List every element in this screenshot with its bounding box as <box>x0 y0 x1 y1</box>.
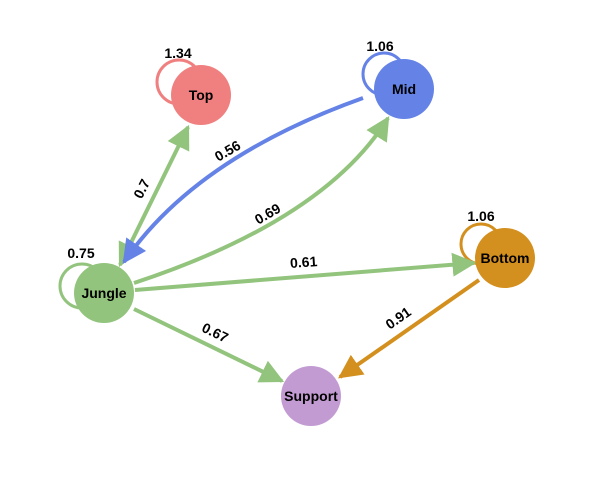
edge-jungle-bottom <box>134 252 477 292</box>
edge-jungle-support <box>133 307 285 383</box>
edge-jungle-top <box>118 124 190 268</box>
edge-label-top-top: 1.34 <box>164 45 191 61</box>
edges <box>118 96 481 383</box>
edge-label-jungle-jungle: 0.75 <box>67 245 94 261</box>
node-mid-circle <box>374 59 434 119</box>
edge-bottom-support <box>338 278 481 379</box>
node-bottom-label: Bottom <box>481 250 530 266</box>
edge-label-mid-jungle: 0.56 <box>212 137 244 165</box>
edge-label-jungle-mid: 0.69 <box>252 200 284 228</box>
edge-label-bottom-bottom: 1.06 <box>467 208 494 224</box>
node-top-label: Top <box>189 87 214 103</box>
edge-mid-jungle <box>122 96 364 264</box>
node-top[interactable]: Top <box>171 65 231 125</box>
node-support-label: Support <box>284 388 338 404</box>
edge-label-jungle-top: 0.7 <box>130 176 153 201</box>
node-jungle-label: Jungle <box>81 285 126 301</box>
node-support[interactable]: Support <box>281 366 341 426</box>
node-support-circle <box>281 366 341 426</box>
node-top-circle <box>171 65 231 125</box>
node-jungle-circle <box>74 263 134 323</box>
node-mid[interactable]: Mid <box>374 59 434 119</box>
node-jungle[interactable]: Jungle <box>74 263 134 323</box>
node-bottom[interactable]: Bottom <box>475 228 535 288</box>
self-loops <box>58 51 503 310</box>
node-mid-label: Mid <box>392 81 416 97</box>
nodes: Top Mid Jungle Bottom Support <box>74 59 535 426</box>
edge-label-jungle-bottom: 0.61 <box>290 253 319 271</box>
edge-jungle-mid <box>133 115 390 285</box>
edge-label-mid-mid: 1.06 <box>366 38 393 54</box>
node-bottom-circle <box>475 228 535 288</box>
